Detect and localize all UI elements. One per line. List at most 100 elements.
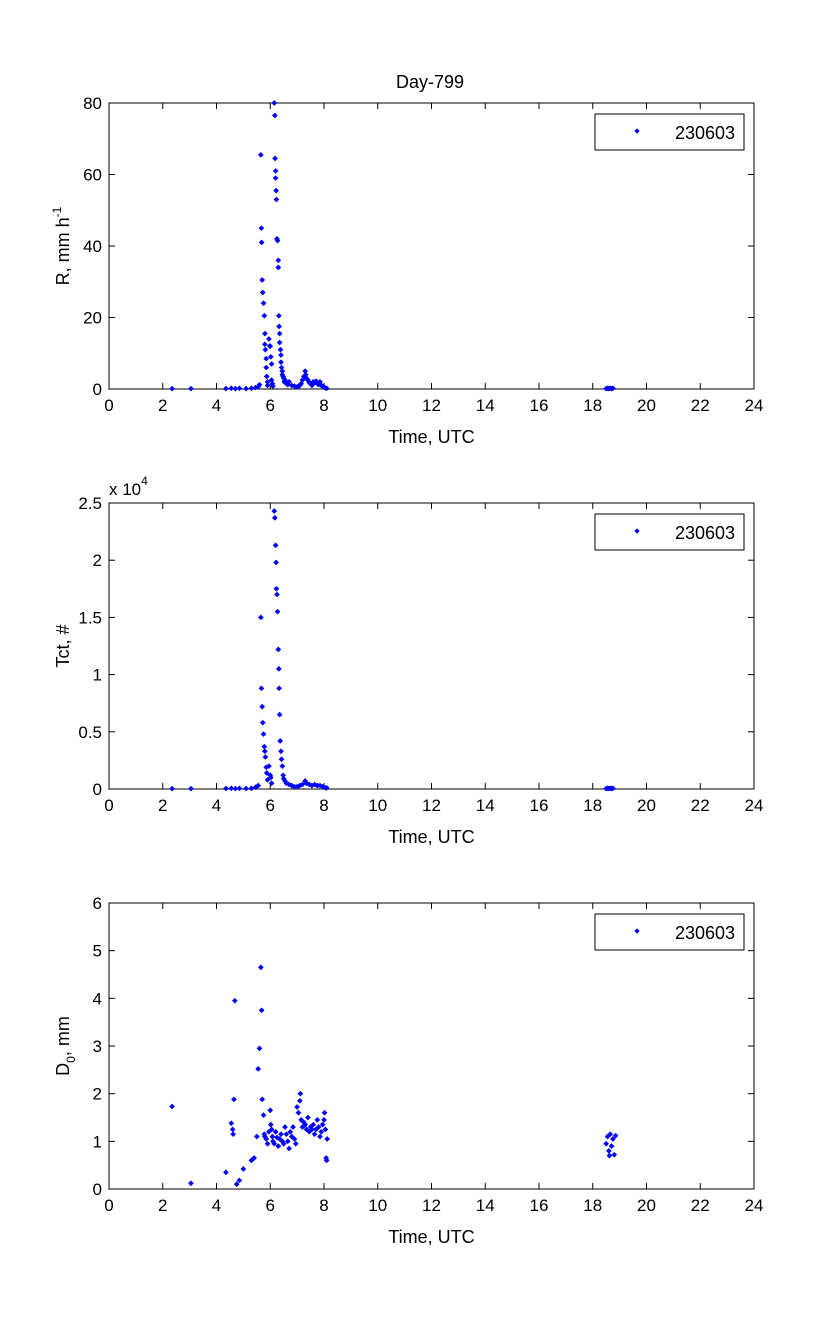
x-tick-label: 16 [530,1196,549,1215]
data-point [259,277,266,283]
data-point [267,1121,274,1128]
data-point [611,1151,618,1158]
x-tick-label: 2 [158,1196,167,1215]
data-point [286,781,293,788]
x-tick-label: 14 [476,1196,495,1215]
x-tick-label: 24 [745,1196,764,1215]
x-tick-label: 10 [368,1196,387,1215]
data-point [290,1124,297,1130]
data-point [267,1107,274,1114]
data-point [228,1120,235,1127]
data-point [314,1116,321,1123]
x-tick-label: 18 [583,1196,602,1215]
data-point [257,614,264,621]
data-point [302,1121,309,1128]
data-point [272,175,279,182]
data-point [284,1138,291,1145]
data-point [323,784,330,791]
data-point [231,997,238,1004]
x-tick-label: 22 [691,1196,710,1215]
data-point [255,782,262,789]
data-point [612,1132,619,1139]
y-tick-label: 40 [83,237,102,256]
y-tick-label: 1 [93,1132,102,1151]
data-point [275,665,282,672]
x-tick-label: 6 [266,796,275,815]
data-point [274,608,281,615]
data-point [169,385,176,392]
data-point [236,785,243,792]
x-tick-label: 20 [637,796,656,815]
legend-box [594,913,745,951]
data-point [278,359,284,366]
y-tick-label: 2 [93,1085,102,1104]
data-point [271,112,278,119]
data-point [304,1114,311,1121]
data-point [274,1134,280,1141]
y-tick-label: 4 [93,989,102,1008]
data-point [275,264,282,271]
data-point [286,1145,293,1152]
data-point [256,381,263,388]
data-point [272,167,279,174]
x-tick-label: 10 [368,396,387,415]
data-point [299,377,306,384]
data-point [188,1180,194,1187]
data-point [261,312,268,319]
x-axis-label: Time, UTC [388,827,474,847]
data-point [243,385,250,392]
data-point [283,1131,290,1138]
data-point [272,1128,279,1135]
data-point [256,1045,263,1052]
y-axis-label: R, mm h-1 [50,206,73,285]
data-point [267,774,274,781]
figure-title: Day-799 [396,72,464,92]
data-point [306,781,313,788]
data-point [275,646,282,653]
data-point [607,1131,614,1138]
y-axis-label: Tct, # [53,624,73,667]
data-point [273,559,280,566]
data-point [272,542,279,549]
data-point [279,763,286,770]
data-point [275,257,282,264]
data-point [231,1096,237,1103]
data-point [260,300,267,307]
data-point [603,1140,610,1147]
x-tick-label: 0 [104,1196,113,1215]
legend-label: 230603 [675,123,735,143]
data-point [261,341,268,348]
legend-marker [634,128,640,134]
data-point [267,353,274,360]
data-point [261,748,268,755]
data-point [275,1143,282,1150]
data-point [311,781,318,788]
data-point [258,685,265,692]
data-point [222,785,229,792]
data-point [265,335,272,342]
data-point [228,385,235,392]
x-tick-label: 24 [745,796,764,815]
data-point [255,1065,262,1072]
y-axis-multiplier: x 104 [109,474,148,499]
data-point [311,1131,318,1138]
data-point [265,763,272,770]
y-tick-label: 60 [83,166,102,185]
data-point [273,196,280,203]
data-point [278,1131,284,1138]
legend-marker [634,928,640,934]
x-tick-label: 6 [266,1196,275,1215]
data-point [273,187,280,194]
data-point [278,748,284,755]
data-point [608,1143,615,1150]
x-tick-label: 8 [319,796,328,815]
data-point [297,1090,304,1097]
data-point [276,711,283,718]
data-point [287,1128,294,1135]
x-tick-label: 18 [583,396,602,415]
y-tick-label: 2 [93,551,102,570]
data-point [262,754,269,760]
x-tick-label: 24 [745,396,764,415]
data-point [276,330,283,337]
